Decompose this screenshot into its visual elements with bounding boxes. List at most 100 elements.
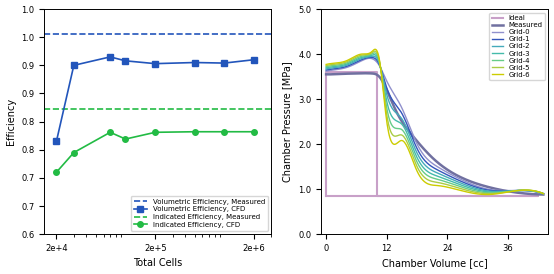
Grid-3 [452,181,459,185]
Grid-4 [456,185,463,188]
Grid-4 [520,189,527,192]
Grid-0 [323,70,330,73]
Grid-1 [456,179,463,182]
Grid-2 [507,189,514,193]
Grid-4 [507,190,514,193]
Legend: Volumetric Efficiency, Measured, Volumetric Efficiency, CFD, Indicated Efficienc: Volumetric Efficiency, Measured, Volumet… [131,196,268,231]
Grid-3 [507,190,514,193]
Grid-2 [540,192,547,195]
Grid-6 [453,188,459,191]
Grid-4 [452,183,459,187]
Grid-4 [372,51,378,55]
Ideal [373,194,380,198]
Grid-6 [456,189,463,192]
Grid-5 [540,192,547,195]
Y-axis label: Efficiency: Efficiency [6,98,16,145]
Volumetric Efficiency, CFD [122,59,129,62]
Grid-5 [456,187,463,190]
Legend: Ideal, Measured, Grid-0, Grid-1, Grid-2, Grid-3, Grid-4, Grid-5, Grid-6: Ideal, Measured, Grid-0, Grid-1, Grid-2,… [489,13,545,80]
Line: Ideal: Ideal [326,72,538,196]
Ideal [535,194,542,198]
Grid-6 [372,48,378,51]
Grid-2 [370,55,377,58]
Line: Grid-1: Grid-1 [326,58,543,194]
Grid-4 [540,192,547,195]
Grid-3 [324,66,330,69]
Grid-5 [485,192,492,195]
Grid-5 [323,64,330,67]
X-axis label: Chamber Volume [cc]: Chamber Volume [cc] [382,258,488,269]
Grid-1 [453,178,459,181]
Ideal [323,194,330,198]
Grid-5 [453,185,459,189]
Grid-2 [324,67,330,70]
Grid-0 [324,69,330,73]
Grid-5 [452,185,459,189]
Ideal [323,70,330,74]
Measured [507,190,514,193]
Line: Grid-0: Grid-0 [326,58,543,194]
Measured [456,175,463,178]
Grid-1 [452,177,459,181]
Grid-1 [520,189,527,192]
X-axis label: Total Cells: Total Cells [133,258,182,269]
Volumetric Efficiency, CFD [53,140,60,143]
Grid-5 [372,50,378,53]
Grid-6 [540,192,547,195]
Line: Grid-3: Grid-3 [326,55,543,194]
Grid-4 [453,184,459,187]
Grid-6 [452,187,459,191]
Indicated Efficiency, CFD [107,131,114,134]
Grid-2 [453,179,459,183]
Measured [540,193,547,196]
Grid-2 [456,181,463,184]
Grid-2 [452,179,459,182]
Indicated Efficiency, CFD [70,151,77,154]
Grid-2 [520,189,527,192]
Grid-5 [521,189,528,192]
Volumetric Efficiency, CFD [191,61,198,64]
Measured [452,173,459,176]
Grid-1 [507,189,514,192]
Grid-1 [323,68,330,72]
Grid-6 [324,63,330,66]
Line: Volumetric Efficiency, CFD: Volumetric Efficiency, CFD [54,54,257,144]
Line: Grid-2: Grid-2 [326,56,543,194]
Grid-3 [540,192,547,195]
Line: Measured: Measured [326,73,543,195]
Indicated Efficiency, CFD [152,131,158,134]
Grid-1 [540,192,547,195]
Line: Grid-4: Grid-4 [326,53,543,194]
Measured [453,173,459,177]
Grid-4 [324,65,330,68]
Grid-5 [324,64,330,67]
Grid-2 [323,67,330,71]
Grid-6 [521,189,528,192]
Volumetric Efficiency, CFD [70,64,77,67]
Line: Grid-5: Grid-5 [326,51,543,194]
Grid-0 [366,57,373,60]
Ideal [323,194,330,198]
Measured [323,73,330,76]
Grid-0 [520,189,527,192]
Indicated Efficiency, CFD [251,130,258,133]
Grid-3 [371,53,377,56]
Volumetric Efficiency, CFD [152,62,158,65]
Indicated Efficiency, CFD [191,130,198,133]
Grid-3 [323,66,330,69]
Ideal [535,194,542,198]
Line: Indicated Efficiency, CFD: Indicated Efficiency, CFD [54,129,257,175]
Volumetric Efficiency, CFD [221,61,228,65]
Grid-1 [324,68,330,72]
Volumetric Efficiency, CFD [251,58,258,61]
Measured [362,72,369,75]
Grid-6 [507,190,514,193]
Indicated Efficiency, CFD [221,130,228,133]
Grid-6 [484,193,490,196]
Volumetric Efficiency, CFD [107,55,114,59]
Indicated Efficiency, CFD [53,171,60,174]
Grid-0 [456,177,463,181]
Indicated Efficiency, CFD [122,138,129,141]
Measured [324,73,330,76]
Grid-3 [453,182,459,185]
